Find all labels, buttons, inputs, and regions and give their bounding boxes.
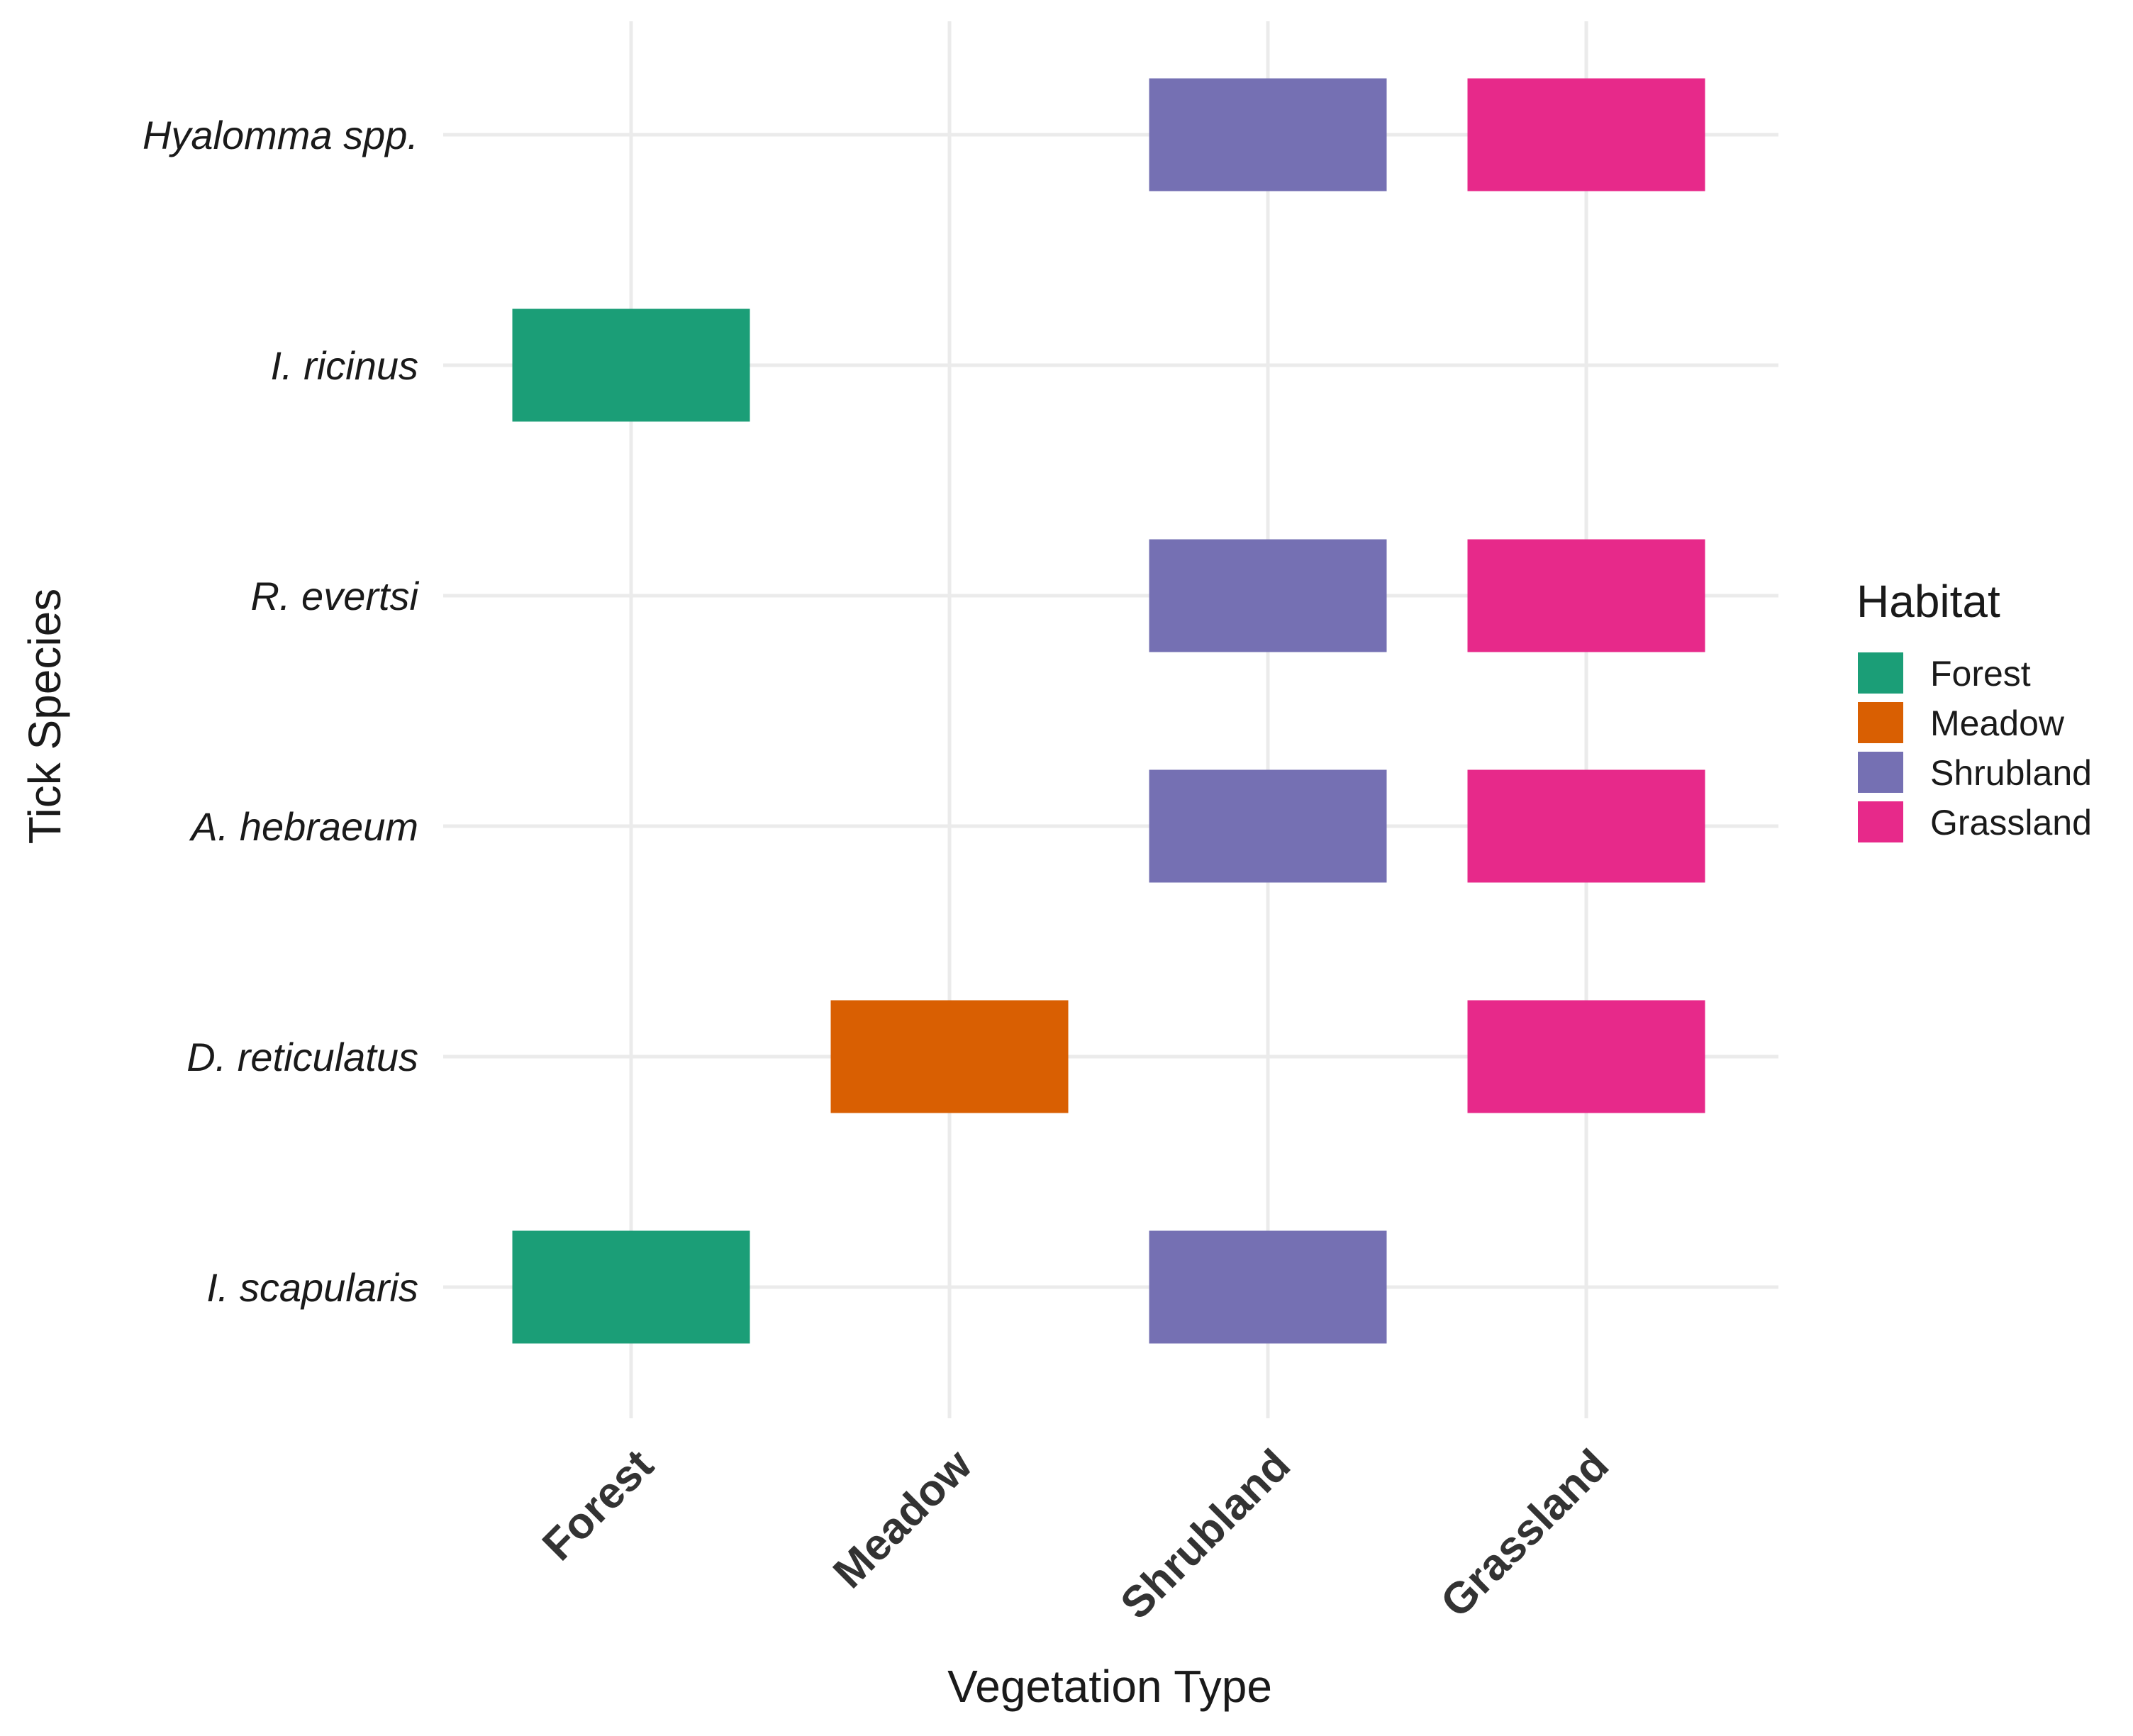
tile-i-scapularis-forest [512, 1230, 750, 1344]
legend-entries: Forest Meadow Shrubland Grassland [1858, 652, 2092, 842]
y-tick-label-i-scapularis: I. scapularis [206, 1265, 418, 1310]
y-tick-label-d-reticulatus: D. reticulatus [186, 1035, 418, 1079]
tile-hyalomma-spp-shrubland [1149, 78, 1387, 191]
grid-lines [443, 21, 1778, 1418]
chart-tiles [512, 78, 1705, 1344]
x-tick-label-grassland: Grassland [1432, 1440, 1618, 1627]
legend-swatch-shrubland [1858, 752, 1903, 793]
legend-label-meadow: Meadow [1930, 703, 2065, 743]
legend-label-forest: Forest [1930, 654, 2031, 694]
legend-swatch-grassland [1858, 801, 1903, 842]
x-axis-tick-labels: Forest Meadow Shrubland Grassland [533, 1440, 1618, 1629]
tile-d-reticulatus-grassland [1467, 1000, 1705, 1113]
legend-swatch-forest [1858, 652, 1903, 694]
tile-i-ricinus-forest [512, 308, 750, 422]
tile-a-hebraeum-grassland [1467, 769, 1705, 883]
y-tick-label-i-ricinus: I. ricinus [271, 343, 419, 388]
legend: Habitat Forest Meadow Shrubland Grassland [1856, 576, 2092, 842]
tile-r-evertsi-shrubland [1149, 539, 1387, 652]
x-axis-title: Vegetation Type [947, 1661, 1272, 1712]
legend-label-shrubland: Shrubland [1930, 753, 2092, 793]
y-axis-title: Tick Species [19, 589, 70, 844]
legend-swatch-meadow [1858, 702, 1903, 743]
x-tick-label-shrubland: Shrubland [1111, 1440, 1300, 1629]
tile-r-evertsi-grassland [1467, 539, 1705, 652]
y-tick-label-a-hebraeum: A. hebraeum [189, 804, 418, 849]
tile-i-scapularis-shrubland [1149, 1230, 1387, 1344]
tile-d-reticulatus-meadow [830, 1000, 1069, 1113]
x-tick-label-meadow: Meadow [824, 1440, 981, 1598]
tile-hyalomma-spp-grassland [1467, 78, 1705, 191]
tile-a-hebraeum-shrubland [1149, 769, 1387, 883]
x-tick-label-forest: Forest [533, 1440, 663, 1570]
y-tick-label-r-evertsi: R. evertsi [251, 574, 420, 618]
legend-label-grassland: Grassland [1930, 803, 2092, 842]
legend-title: Habitat [1856, 576, 2000, 627]
y-axis-tick-labels: I. scapularis D. reticulatus A. hebraeum R.… [143, 113, 420, 1310]
y-tick-label-hyalomma-spp: Hyalomma spp. [143, 113, 418, 157]
